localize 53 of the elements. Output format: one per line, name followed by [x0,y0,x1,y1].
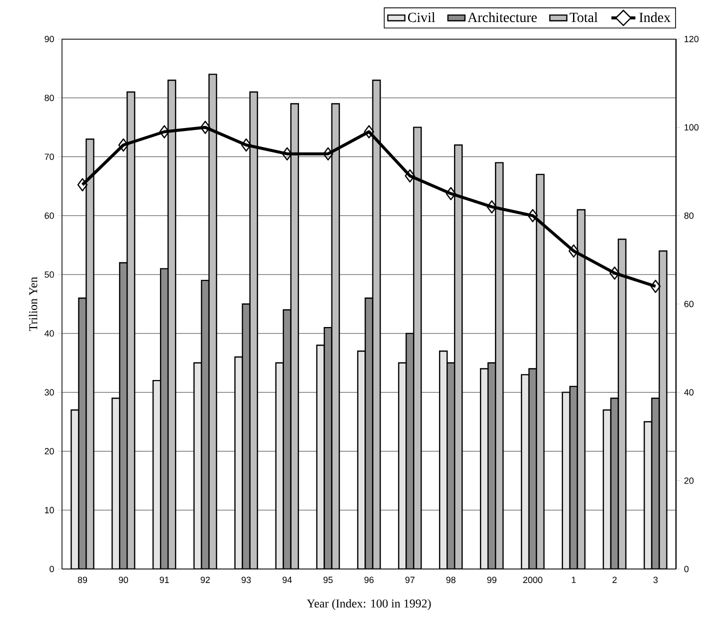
point [650,280,661,293]
y-tick-label: 40 [44,330,54,337]
point [241,138,252,152]
point [610,266,620,280]
x-axis-title: Year (Index: 100 in 1992) [306,599,431,610]
y-tick-label: 0 [50,566,54,572]
y-tick-label: 70 [44,154,54,160]
y2-tick-label: 120 [684,36,699,42]
point [200,120,210,134]
x-tick-label: 91 [160,576,169,584]
legend-label: Total [570,12,598,22]
x-tick-label: 89 [78,576,88,584]
y2-tick-label: 80 [684,212,694,219]
x-tick-label: 92 [200,576,210,584]
y-tick-label: 60 [44,212,54,219]
y-tick-label: 30 [44,389,54,396]
point [322,147,334,160]
y-axis-title: Trilion Yen [28,276,38,332]
point [159,125,170,138]
legend-label: Architecture [468,12,537,22]
y-tick-label: 90 [44,36,54,42]
x-tick-label: 3 [653,576,658,584]
y-tick-label: 50 [44,271,54,278]
point [568,244,579,258]
point [528,209,538,222]
y2-tick-label: 20 [684,477,694,484]
legend-label: Civil [408,12,436,22]
y-tick-label: 10 [44,506,54,514]
point [77,178,88,192]
x-tick-label: 93 [242,576,251,584]
x-tick-label: 99 [487,576,496,584]
y2-tick-label: 60 [684,300,694,308]
x-tick-label: 1 [572,576,576,583]
x-tick-label: 98 [446,576,456,584]
x-tick-label: 96 [364,576,374,584]
y2-tick-label: 100 [684,124,699,131]
x-tick-label: 97 [405,576,414,584]
point [486,200,497,214]
x-tick-label: 94 [282,576,292,584]
y-tick-label: 80 [44,94,54,102]
legend-label: Index [639,12,670,22]
y2-tick-label: 40 [684,389,694,396]
x-tick-label: 2 [612,576,617,583]
y2-tick-label: 0 [684,566,689,572]
point [282,147,292,160]
x-tick-label: 2000 [523,576,542,584]
y-tick-label: 20 [44,448,54,454]
point [404,169,416,183]
point [364,125,374,138]
point [446,186,456,200]
point [118,138,128,152]
x-tick-label: 95 [324,576,333,584]
x-tick-label: 90 [118,576,128,584]
